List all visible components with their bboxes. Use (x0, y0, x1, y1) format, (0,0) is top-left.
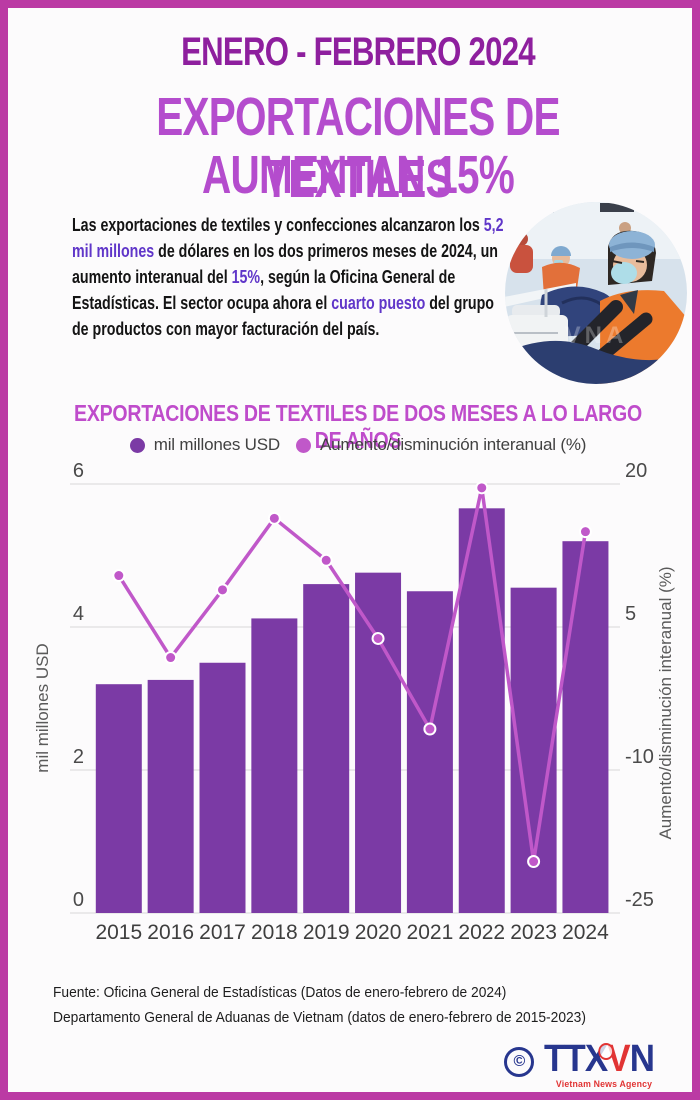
svg-text:2017: 2017 (199, 921, 246, 944)
line-series-dot-icon (295, 437, 311, 453)
source-line-2: Departamento General de Aduanas de Vietn… (53, 1009, 586, 1026)
svg-text:-10: -10 (625, 746, 654, 768)
legend-item-bars: mil millones USD (129, 435, 280, 455)
globe-icon (598, 1043, 614, 1060)
svg-text:0: 0 (73, 889, 84, 911)
svg-text:2019: 2019 (303, 921, 350, 944)
bars-series (95, 508, 609, 913)
logo-caption: Vietnam News Agency (556, 1079, 653, 1090)
svg-text:2024: 2024 (562, 921, 609, 944)
svg-text:4: 4 (73, 603, 84, 625)
line-series (112, 481, 592, 869)
svg-text:2021: 2021 (407, 921, 454, 944)
main-title-line-1: EXPORTACIONES DE TEXTILES (156, 87, 560, 209)
ttxvn-logo: © TTXVN Vietnam News Agency (504, 1038, 664, 1089)
legend-label-bars: mil millones USD (153, 435, 280, 454)
ttxvn-wordmark: TTXVN Vietnam News Agency (544, 1038, 655, 1089)
svg-text:Aumento/disminución interanual: Aumento/disminución interanual (%) (656, 566, 675, 839)
svg-text:2: 2 (73, 746, 84, 768)
svg-text:-25: -25 (625, 889, 654, 911)
logo-ttx: TTX (544, 1038, 608, 1080)
copyright-icon: © (504, 1047, 535, 1077)
period-subtitle: ENERO - FEBRERO 2024 (181, 30, 535, 74)
source-block: Fuente: Oficina General de Estadísticas … (53, 980, 586, 1030)
factory-photo: VNA (504, 201, 688, 385)
svg-text:mil millones USD: mil millones USD (33, 643, 52, 772)
svg-text:2022: 2022 (458, 921, 505, 944)
axis-titles: mil millones USD Aumento/disminución inte… (33, 566, 675, 839)
bar-series-dot-icon (129, 437, 145, 453)
svg-text:2020: 2020 (355, 921, 402, 944)
svg-text:2018: 2018 (251, 921, 298, 944)
intro-paragraph: Las exportaciones de textiles y confecci… (72, 215, 504, 339)
factory-photo-illustration: VNA (505, 202, 687, 384)
source-line-1: Fuente: Oficina General de Estadísticas … (53, 984, 507, 1001)
photo-watermark: VNA (565, 322, 628, 349)
legend-item-line: Aumento/disminución interanual (%) (295, 435, 587, 455)
chart-title: EXPORTACIONES DE TEXTILES DE DOS MESES A… (74, 400, 642, 453)
svg-text:2015: 2015 (95, 921, 142, 944)
logo-n: N (630, 1038, 655, 1080)
legend-label-line: Aumento/disminución interanual (%) (319, 435, 587, 454)
svg-text:2016: 2016 (147, 921, 194, 944)
svg-text:5: 5 (625, 603, 636, 625)
chart-legend: mil millones USD Aumento/disminución int… (8, 435, 700, 455)
main-title-line-2: AUMENTAN 15% (201, 145, 515, 205)
svg-text:6: 6 (73, 460, 84, 482)
svg-text:2023: 2023 (510, 921, 557, 944)
svg-text:20: 20 (625, 460, 647, 482)
